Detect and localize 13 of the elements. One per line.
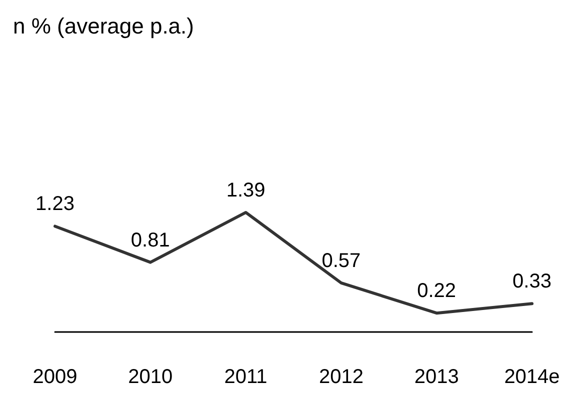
x-tick-label: 2010 xyxy=(128,366,173,388)
data-label: 1.23 xyxy=(36,193,74,216)
x-tick-label: 2014e xyxy=(504,366,560,388)
data-label: 0.81 xyxy=(130,229,170,252)
data-label: 0.33 xyxy=(512,270,552,293)
x-tick-label: 2009 xyxy=(32,366,78,388)
x-tick-label: 2013 xyxy=(414,366,459,388)
data-label: 0.22 xyxy=(417,280,456,302)
data-label: 1.39 xyxy=(226,179,266,202)
chart-title: n % (average p.a.) xyxy=(13,14,194,38)
x-tick-label: 2012 xyxy=(318,366,364,388)
data-label: 0.57 xyxy=(322,250,361,272)
x-tick-label: 2011 xyxy=(224,366,268,388)
